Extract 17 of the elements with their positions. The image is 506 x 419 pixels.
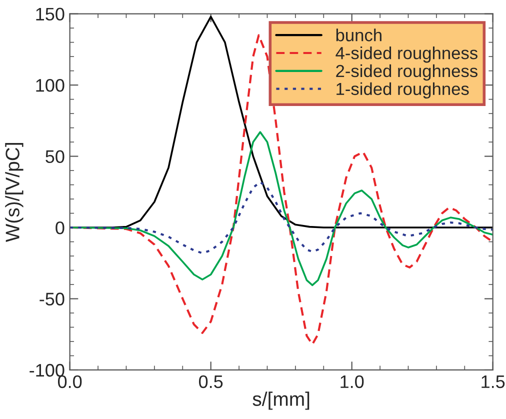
x-axis-title: s/[mm] (252, 392, 310, 410)
y-tick-label: 50 (46, 150, 64, 164)
x-tick-label: 1.0 (340, 375, 364, 388)
legend-label: 2-sided roughness (336, 64, 478, 81)
y-tick-label: -50 (40, 292, 64, 306)
x-tick-label: 0.0 (58, 375, 82, 388)
x-tick-label: 1.5 (482, 376, 505, 388)
legend-label: 1-sided roughnes (336, 82, 469, 99)
y-tick-label: 150 (36, 8, 64, 21)
line-series (70, 180, 493, 254)
legend-label: 4-sided roughness (336, 46, 478, 63)
y-tick-label: 100 (36, 78, 64, 92)
legend-label: bunch (336, 28, 382, 42)
y-axis-title: W(s)/[V/pC] (5, 143, 24, 242)
y-tick-label: -100 (30, 364, 64, 377)
x-tick-label: 0.5 (198, 375, 223, 388)
y-tick-label: 0 (56, 221, 64, 234)
